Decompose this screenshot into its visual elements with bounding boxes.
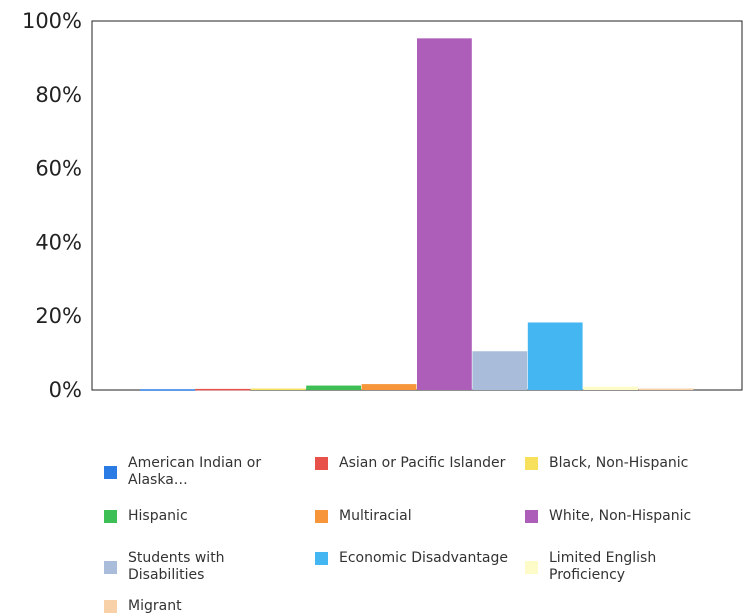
bar-8[interactable] — [583, 386, 638, 390]
bars — [140, 38, 694, 391]
legend-item[interactable]: White, Non-Hispanic — [525, 508, 691, 525]
y-axis-ticks: 0% 20% 40% 60% 80% 100% — [22, 9, 82, 402]
legend-item[interactable]: Hispanic — [104, 508, 188, 525]
legend-label: Students with Disabilities — [128, 550, 225, 583]
bar-9[interactable] — [638, 388, 694, 391]
legend-label: White, Non-Hispanic — [549, 508, 692, 524]
legend-swatch — [104, 600, 117, 613]
legend-item[interactable]: Migrant — [104, 598, 182, 615]
legend-item[interactable]: Asian or Pacific Islander — [315, 455, 505, 472]
y-tick-label: 40% — [35, 230, 82, 254]
legend-label: Black, Non-Hispanic — [549, 455, 689, 471]
legend-label: Migrant — [128, 598, 182, 614]
legend-label: Hispanic — [128, 508, 188, 524]
bar-7[interactable] — [527, 322, 583, 390]
legend-label: American Indian or Alaska… — [128, 455, 262, 488]
legend-item[interactable]: Multiracial — [315, 508, 412, 525]
y-tick-label: 60% — [35, 157, 82, 181]
bar-chart: 0% 20% 40% 60% 80% 100% — [22, 9, 743, 402]
bar-5[interactable] — [417, 38, 472, 391]
legend-item[interactable]: Economic Disadvantage — [315, 550, 508, 567]
bar-6[interactable] — [472, 351, 528, 390]
legend-swatch — [525, 560, 538, 574]
y-tick-label: 80% — [35, 83, 82, 107]
legend-item[interactable]: Students with Disabilities — [104, 550, 248, 584]
legend-label: Economic Disadvantage — [339, 550, 508, 566]
legend-swatch — [315, 552, 328, 565]
y-tick-label: 0% — [49, 378, 82, 402]
legend-swatch — [525, 457, 538, 470]
y-tick-label: 100% — [22, 9, 82, 33]
legend-swatch — [525, 510, 538, 523]
y-tick-label: 20% — [35, 304, 82, 328]
legend-swatch — [315, 510, 328, 523]
legend-swatch — [104, 465, 117, 479]
bar-2[interactable] — [250, 388, 306, 391]
legend-item[interactable]: Black, Non-Hispanic — [525, 455, 688, 472]
legend-swatch — [104, 560, 117, 574]
legend-item[interactable]: American Indian or Alaska… — [104, 455, 278, 489]
bar-1[interactable] — [195, 388, 251, 391]
bar-0[interactable] — [140, 389, 195, 391]
legend-swatch — [315, 457, 328, 470]
legend-swatch — [104, 510, 117, 523]
bar-3[interactable] — [306, 385, 361, 390]
legend-label: Multiracial — [339, 508, 412, 524]
legend-label: Asian or Pacific Islander — [339, 455, 506, 471]
legend-item[interactable]: Limited English Proficiency — [525, 550, 699, 584]
bar-4[interactable] — [361, 384, 417, 390]
legend-label: Limited English Proficiency — [549, 550, 657, 583]
